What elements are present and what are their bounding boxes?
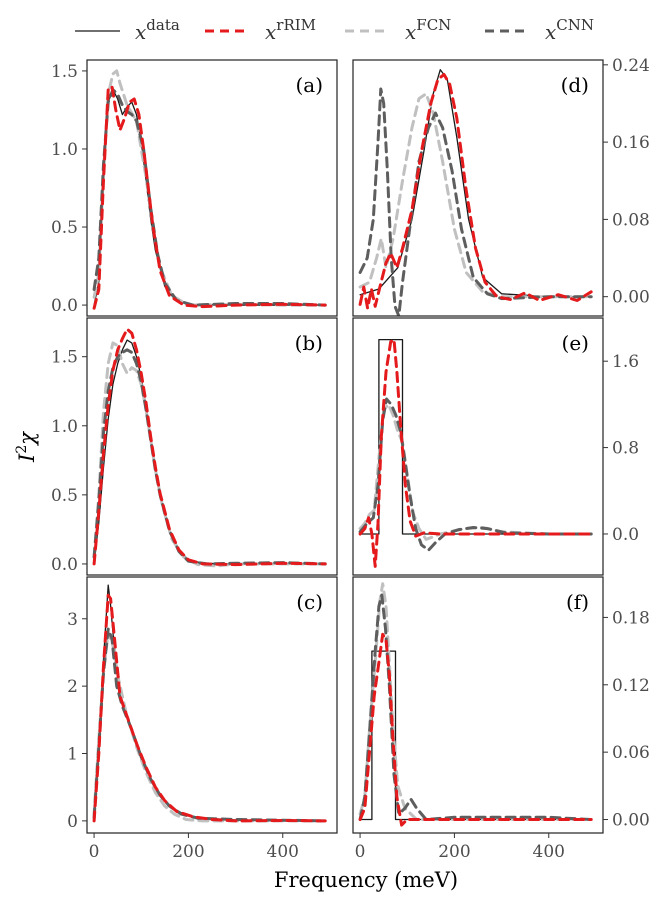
legend-label-sup: CNN	[556, 16, 594, 34]
y-tick-label: 1.5	[51, 348, 78, 368]
series-line-data	[93, 584, 326, 822]
legend: xdata xrRIM xFCN xCNN	[75, 16, 594, 44]
legend-label-sup: rRIM	[276, 16, 316, 34]
panel-frame	[86, 576, 338, 834]
series-line-rrim	[92, 327, 327, 567]
legend-item-data: xdata	[75, 16, 180, 44]
y-axis-title-main: I	[15, 453, 39, 463]
y-tick-label: 0.18	[612, 608, 650, 628]
y-tick-label: 1.6	[612, 352, 639, 372]
series-line-cnn	[92, 88, 327, 307]
y-tick-label: 0.8	[612, 439, 639, 459]
y-tick-label: 0.24	[612, 56, 650, 76]
panel-label: (c)	[296, 590, 323, 614]
y-tick-label: 2	[67, 677, 78, 697]
legend-label-base: x	[405, 20, 416, 44]
series-line-rrim	[358, 73, 593, 310]
y-tick-label: 0	[67, 812, 78, 832]
series-line-cnn	[92, 627, 327, 823]
panel-label: (d)	[561, 73, 589, 97]
panel-f: (f) 0.00 0.06 0.12 0.18 0 200 400	[352, 576, 650, 862]
y-tick-label: 0.5	[51, 218, 78, 238]
legend-item-cnn: xCNN	[485, 16, 594, 44]
y-tick-label: 1	[67, 745, 78, 765]
series-line-data	[93, 89, 326, 306]
panel-frame	[352, 576, 604, 834]
series-line-rrim	[358, 632, 593, 827]
y-axis-title: I2χ	[14, 431, 39, 463]
y-tick-label: 0.12	[612, 676, 650, 696]
series-line-rrim	[92, 593, 327, 823]
y-tick-label: 0.08	[612, 210, 650, 230]
panel-series	[92, 584, 327, 823]
y-tick-label: 0.0	[51, 555, 78, 575]
panel-label: (b)	[295, 331, 323, 355]
x-tick-label: 200	[438, 842, 470, 862]
legend-item-fcn: xFCN	[345, 16, 451, 44]
y-tick-label: 0.00	[612, 288, 650, 308]
panel-series	[92, 327, 327, 568]
y-tick-label: 0.0	[612, 525, 639, 545]
y-tick-label: 0.0	[51, 296, 78, 316]
panel-series	[92, 69, 327, 310]
panel-frame	[352, 59, 604, 317]
y-tick-label: 1.5	[51, 62, 78, 82]
legend-label-fcn: xFCN	[405, 16, 451, 44]
y-tick-label: 0.06	[612, 743, 650, 763]
y-tick-label: 1.0	[51, 417, 78, 437]
panel-e: (e) 0.0 0.8 1.6	[352, 317, 639, 576]
legend-label-sup: data	[146, 16, 180, 34]
panel-d: (d) 0.00 0.08 0.16 0.24	[352, 56, 650, 317]
y-tick-label: 0.16	[612, 133, 650, 153]
panel-series	[358, 338, 593, 568]
legend-label-cnn: xCNN	[545, 16, 594, 44]
series-line-data	[359, 338, 592, 535]
series-line-fcn	[92, 630, 327, 823]
y-axis-title-tail: χ	[15, 431, 39, 447]
x-tick-label: 200	[172, 842, 204, 862]
x-tick-label: 0	[89, 842, 100, 862]
legend-label-sup: FCN	[416, 16, 451, 34]
panel-label: (a)	[295, 73, 323, 97]
series-line-rrim	[92, 85, 327, 310]
panel-c: (c) 0 1 2 3 0 200 400	[67, 576, 338, 862]
series-line-rrim	[358, 338, 593, 568]
legend-label-rrim: xrRIM	[265, 16, 316, 44]
y-tick-label: 0.5	[51, 486, 78, 506]
panel-series	[358, 582, 593, 827]
panel-label: (f)	[566, 590, 589, 614]
x-tick-label: 0	[355, 842, 366, 862]
legend-label-data: xdata	[135, 16, 180, 44]
legend-label-base: x	[265, 20, 276, 44]
y-tick-label: 0.00	[612, 811, 650, 831]
x-tick-label: 400	[267, 842, 299, 862]
series-line-fcn	[92, 341, 327, 568]
panel-b: (b) 0.0 0.5 1.0 1.5	[51, 317, 338, 576]
series-line-fcn	[358, 92, 593, 299]
panel-series	[358, 69, 593, 316]
x-axis-title: Frequency (meV)	[274, 868, 458, 892]
y-tick-label: 1.0	[51, 140, 78, 160]
series-line-cnn	[358, 593, 593, 821]
panel-label: (e)	[562, 331, 589, 355]
legend-label-base: x	[545, 20, 556, 44]
panel-frame	[86, 59, 338, 317]
legend-label-base: x	[135, 20, 146, 44]
series-line-cnn	[358, 87, 593, 316]
panels: (a)0.00.51.01.5(d)0.000.080.160.24(b)0.0…	[51, 56, 650, 862]
series-line-cnn	[92, 348, 327, 566]
x-tick-label: 400	[533, 842, 565, 862]
y-tick-label: 3	[67, 610, 78, 630]
y-axis-title-sup: 2	[14, 445, 30, 454]
series-line-fcn	[358, 402, 593, 541]
legend-item-rrim: xrRIM	[205, 16, 316, 44]
panel-frame	[352, 317, 604, 576]
series-line-data	[93, 339, 326, 565]
panel-a: (a) 0.0 0.5 1.0 1.5	[51, 59, 338, 317]
panel-frame	[86, 317, 338, 576]
